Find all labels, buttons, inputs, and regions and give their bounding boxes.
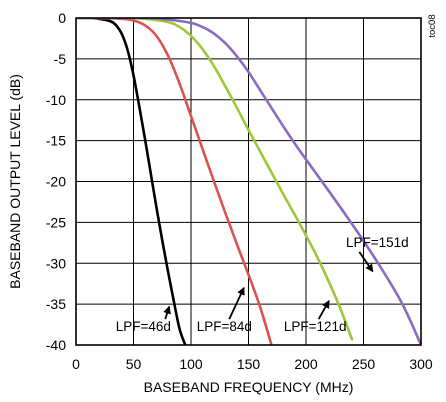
annotation-arrow xyxy=(163,305,171,320)
x-axis-title: BASEBAND FREQUENCY (MHz) xyxy=(144,379,354,395)
y-tick-label: -40 xyxy=(46,337,66,353)
annotation-arrow xyxy=(358,251,374,273)
series-annotation-label: LPF=121d xyxy=(284,319,347,334)
y-tick-label: -35 xyxy=(46,296,66,312)
x-tick-label: 150 xyxy=(237,356,261,372)
y-tick-label: -5 xyxy=(54,51,67,67)
y-axis-title: BASEBAND OUTPUT LEVEL (dB) xyxy=(7,74,23,289)
y-tick-label: 0 xyxy=(58,10,66,26)
y-tick-label: -25 xyxy=(46,214,66,230)
figure-id-label: toc08 xyxy=(427,14,438,37)
series-line xyxy=(76,18,187,345)
annotations: LPF=46d LPF=84d LPF=121d LPF=151d xyxy=(116,235,409,334)
series-annotation-label: LPF=46d xyxy=(116,319,171,334)
series-line xyxy=(76,18,354,341)
y-tick-label: -30 xyxy=(46,255,66,271)
annotation-arrow xyxy=(228,286,245,320)
x-tick-label: 300 xyxy=(409,356,433,372)
plot-frame xyxy=(75,17,422,346)
curves xyxy=(76,18,421,345)
series-line xyxy=(76,18,421,345)
tick-labels: 0 50 100 150 200 250 300 0 -5 -10 -15 -20 -25 -30 -35 -… xyxy=(46,10,433,372)
annotation-arrow xyxy=(317,299,330,320)
x-tick-label: 100 xyxy=(179,356,203,372)
grid xyxy=(76,18,421,345)
series-annotation-label: LPF=84d xyxy=(197,319,252,334)
x-tick-label: 250 xyxy=(352,356,376,372)
x-tick-label: 0 xyxy=(72,356,80,372)
y-tick-label: -15 xyxy=(46,133,66,149)
x-tick-label: 50 xyxy=(126,356,142,372)
y-tick-label: -10 xyxy=(46,92,66,108)
series-annotation-label: LPF=151d xyxy=(346,235,409,250)
x-tick-label: 200 xyxy=(294,356,318,372)
y-tick-label: -20 xyxy=(46,174,66,190)
